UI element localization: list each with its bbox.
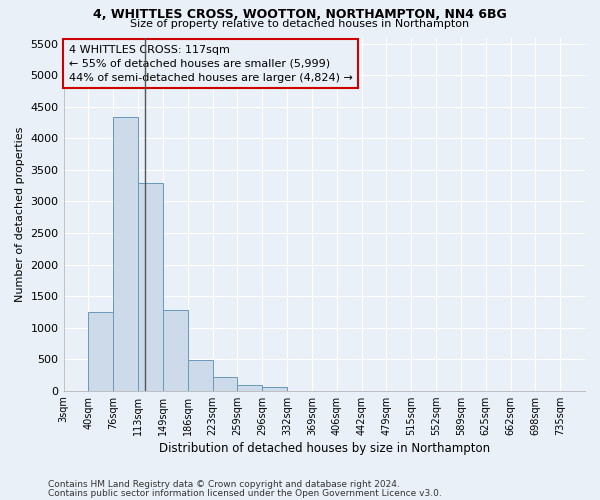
- Bar: [113, 117, 138, 390]
- Text: Size of property relative to detached houses in Northampton: Size of property relative to detached ho…: [130, 19, 470, 29]
- Text: Contains HM Land Registry data © Crown copyright and database right 2024.: Contains HM Land Registry data © Crown c…: [48, 480, 400, 489]
- Y-axis label: Number of detached properties: Number of detached properties: [15, 126, 25, 302]
- Bar: [163, 310, 188, 390]
- Bar: [138, 183, 163, 390]
- X-axis label: Distribution of detached houses by size in Northampton: Distribution of detached houses by size …: [159, 442, 490, 455]
- Bar: [238, 385, 262, 390]
- Text: 4, WHITTLES CROSS, WOOTTON, NORTHAMPTON, NN4 6BG: 4, WHITTLES CROSS, WOOTTON, NORTHAMPTON,…: [93, 8, 507, 20]
- Text: Contains public sector information licensed under the Open Government Licence v3: Contains public sector information licen…: [48, 489, 442, 498]
- Bar: [188, 360, 212, 390]
- Bar: [88, 312, 113, 390]
- Text: 4 WHITTLES CROSS: 117sqm
← 55% of detached houses are smaller (5,999)
44% of sem: 4 WHITTLES CROSS: 117sqm ← 55% of detach…: [69, 44, 353, 82]
- Bar: [262, 387, 287, 390]
- Bar: [212, 377, 238, 390]
